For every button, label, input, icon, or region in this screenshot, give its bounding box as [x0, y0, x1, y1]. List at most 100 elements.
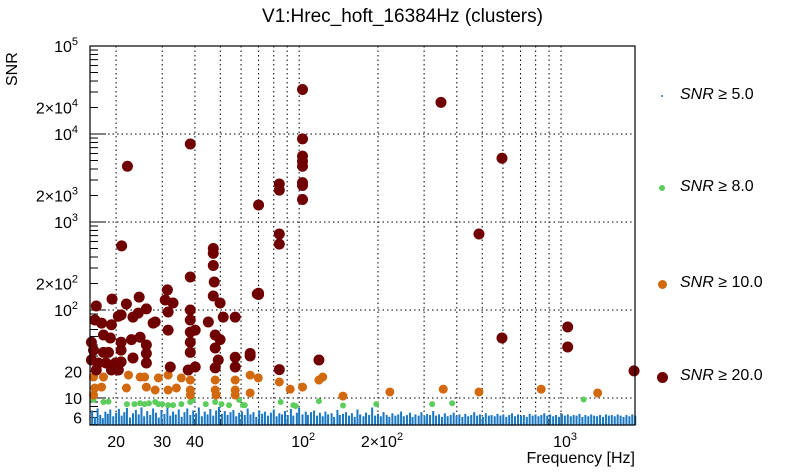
- data-point: [274, 377, 284, 387]
- data-point-snr5: [321, 416, 324, 425]
- series-2: [89, 370, 603, 401]
- data-point: [145, 400, 152, 407]
- data-point: [218, 401, 225, 408]
- data-point-snr5: [543, 413, 546, 425]
- x-tick-label: 2×102: [361, 431, 403, 451]
- data-point: [140, 348, 152, 360]
- legend-var: SNR: [680, 178, 714, 195]
- y-tick-label: 105: [54, 36, 78, 56]
- data-point: [208, 276, 220, 288]
- data-point-snr5: [481, 416, 484, 425]
- data-point: [141, 382, 151, 392]
- data-point: [89, 390, 99, 400]
- data-point-snr5: [112, 416, 115, 425]
- data-point-snr5: [220, 413, 223, 425]
- data-point-snr5: [513, 416, 516, 425]
- data-point-snr5: [232, 409, 235, 425]
- data-point-snr5: [440, 416, 443, 425]
- data-point: [209, 342, 221, 354]
- data-point-snr5: [215, 410, 218, 425]
- data-point-snr5: [628, 416, 631, 425]
- data-point-snr5: [324, 411, 327, 425]
- data-point-snr5: [391, 413, 394, 425]
- data-point: [207, 290, 219, 302]
- data-point: [628, 365, 640, 377]
- data-point-snr5: [120, 415, 123, 425]
- data-point-snr5: [555, 415, 558, 425]
- y-tick-label: 2×102: [36, 273, 78, 293]
- data-point-snr5: [575, 415, 578, 425]
- data-point: [429, 401, 436, 408]
- data-point-snr5: [125, 407, 128, 425]
- data-point: [435, 96, 447, 108]
- data-point-snr5: [93, 416, 96, 425]
- data-point-snr5: [379, 416, 382, 425]
- data-point-snr5: [566, 414, 569, 425]
- data-point-snr5: [261, 413, 264, 425]
- data-point: [209, 362, 221, 374]
- data-point-snr5: [552, 416, 555, 425]
- data-point-snr5: [289, 408, 292, 425]
- data-point-snr5: [426, 413, 429, 425]
- data-point: [115, 309, 127, 321]
- data-point: [473, 228, 485, 240]
- data-point-snr5: [209, 408, 212, 425]
- data-point-snr5: [449, 415, 452, 425]
- data-point-snr5: [149, 415, 152, 425]
- legend-threshold: ≥ 5.0: [713, 86, 754, 103]
- data-point-snr5: [330, 413, 333, 425]
- data-point: [214, 334, 226, 346]
- data-point-snr5: [310, 412, 313, 425]
- data-point-snr5: [235, 416, 238, 425]
- data-point: [120, 298, 132, 310]
- x-tick-label: 40: [186, 434, 204, 451]
- data-point-snr5: [99, 415, 102, 425]
- data-point-snr5: [203, 411, 206, 425]
- data-point: [229, 311, 241, 323]
- data-point: [385, 387, 395, 397]
- data-point-snr5: [152, 408, 155, 425]
- data-point-snr5: [596, 416, 599, 425]
- data-point-snr5: [238, 412, 241, 425]
- data-point-snr5: [400, 411, 403, 425]
- data-point-snr5: [572, 415, 575, 425]
- data-point: [273, 184, 285, 196]
- data-point: [229, 361, 241, 373]
- data-point: [140, 303, 152, 315]
- data-point-snr5: [478, 414, 481, 425]
- data-point-snr5: [429, 415, 432, 425]
- data-point-snr5: [458, 414, 461, 425]
- data-point-snr5: [304, 411, 307, 425]
- data-point: [202, 316, 214, 328]
- legend-var: SNR: [680, 86, 714, 103]
- data-point-snr5: [109, 409, 112, 425]
- data-point-snr5: [106, 413, 109, 425]
- data-point-snr5: [252, 412, 255, 425]
- data-point: [164, 361, 176, 373]
- data-point-snr5: [280, 414, 283, 425]
- data-point: [102, 346, 114, 358]
- y-tick-label: 2×103: [36, 185, 78, 205]
- data-point: [562, 321, 574, 333]
- data-point-snr5: [134, 409, 137, 425]
- data-point-snr5: [619, 415, 622, 425]
- data-point: [189, 324, 201, 336]
- data-point: [230, 390, 240, 400]
- data-point: [112, 364, 124, 376]
- y-tick-label: 103: [54, 212, 78, 232]
- data-point-snr5: [104, 411, 107, 425]
- data-point: [593, 388, 603, 398]
- data-point: [104, 332, 116, 344]
- data-point: [90, 364, 102, 376]
- data-point: [162, 306, 174, 318]
- legend-entry: SNR ≥ 8.0: [680, 178, 754, 196]
- data-point-snr5: [537, 416, 540, 425]
- data-point: [163, 385, 173, 395]
- data-point-snr5: [146, 411, 149, 425]
- data-point: [438, 384, 448, 394]
- data-point: [127, 352, 139, 364]
- data-point-snr5: [499, 415, 502, 425]
- data-point-snr5: [345, 412, 348, 425]
- data-point-snr5: [186, 408, 189, 425]
- data-point: [273, 228, 285, 240]
